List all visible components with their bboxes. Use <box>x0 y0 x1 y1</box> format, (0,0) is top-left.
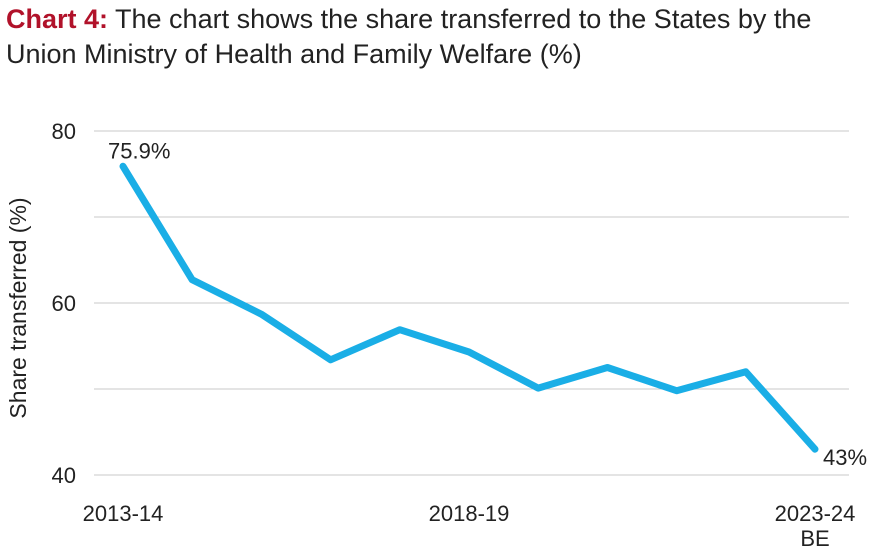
y-tick-label: 80 <box>52 119 76 144</box>
chart-title-text: The chart shows the share transferred to… <box>6 4 812 69</box>
x-tick-label: BE <box>800 526 829 551</box>
series <box>119 162 819 453</box>
y-tick-label: 60 <box>52 291 76 316</box>
x-tick-label: 2018-19 <box>429 501 510 526</box>
series-line <box>119 162 819 453</box>
y-tick-label: 40 <box>52 463 76 488</box>
gridlines <box>94 130 849 476</box>
data-labels: 75.9% 43% <box>108 138 867 470</box>
data-label: 43% <box>823 445 867 470</box>
data-label: 75.9% <box>108 138 170 163</box>
x-tick-label: 2013-14 <box>83 501 164 526</box>
chart-title: Chart 4: The chart shows the share trans… <box>6 2 871 72</box>
y-axis: 40 60 80 <box>52 119 76 488</box>
x-tick-label: 2023-24 <box>775 501 856 526</box>
y-axis-label: Share transferred (%) <box>5 197 31 418</box>
chart-number: Chart 4: <box>6 4 109 34</box>
